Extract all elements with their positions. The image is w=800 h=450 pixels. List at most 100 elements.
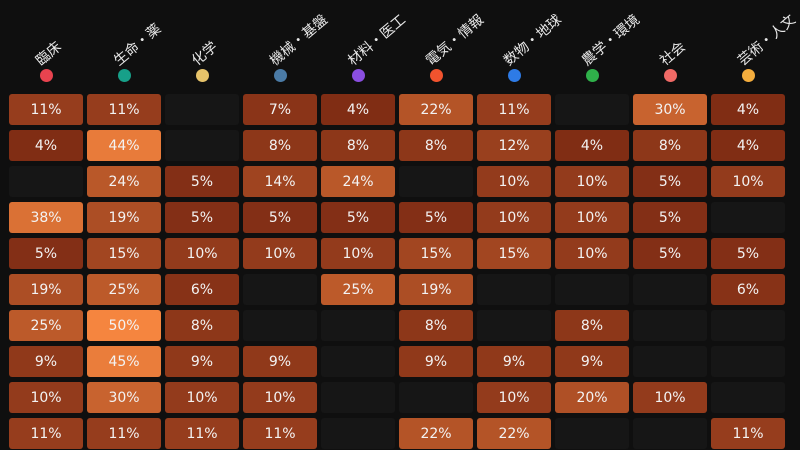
heatmap-cell: 11% bbox=[87, 94, 161, 125]
heatmap-cell: 12% bbox=[477, 130, 551, 161]
heatmap-cell: 22% bbox=[399, 418, 473, 449]
heatmap-cell: 4% bbox=[321, 94, 395, 125]
heatmap-cell: 11% bbox=[165, 418, 239, 449]
heatmap-cell: 30% bbox=[633, 94, 707, 125]
heatmap-cell: 5% bbox=[711, 238, 785, 269]
heatmap-cell bbox=[555, 418, 629, 449]
column-label: 社会 bbox=[657, 38, 689, 70]
heatmap-cell: 8% bbox=[633, 130, 707, 161]
heatmap-cell: 44% bbox=[87, 130, 161, 161]
heatmap-cell: 10% bbox=[555, 166, 629, 197]
heatmap-cell: 9% bbox=[477, 346, 551, 377]
column-label: 化学 bbox=[189, 38, 221, 70]
heatmap-cell: 5% bbox=[165, 202, 239, 233]
column-color-dot bbox=[39, 69, 53, 82]
heatmap-cell: 5% bbox=[9, 238, 83, 269]
heatmap-cell: 11% bbox=[711, 418, 785, 449]
heatmap-cell: 4% bbox=[711, 94, 785, 125]
heatmap-cell: 7% bbox=[243, 94, 317, 125]
heatmap-cell: 10% bbox=[477, 202, 551, 233]
heatmap-cell: 10% bbox=[321, 238, 395, 269]
heatmap-cell: 20% bbox=[555, 382, 629, 413]
heatmap-cell: 9% bbox=[9, 346, 83, 377]
heatmap-cell: 24% bbox=[87, 166, 161, 197]
heatmap-cell bbox=[243, 274, 317, 305]
heatmap-cell bbox=[477, 274, 551, 305]
heatmap-cell: 4% bbox=[711, 130, 785, 161]
column-color-dot bbox=[585, 69, 599, 82]
heatmap-cell: 15% bbox=[477, 238, 551, 269]
heatmap-cell bbox=[555, 274, 629, 305]
heatmap-cell bbox=[321, 310, 395, 341]
column-label: 材料・医工 bbox=[345, 11, 409, 70]
heatmap-cell: 45% bbox=[87, 346, 161, 377]
heatmap-cell: 9% bbox=[555, 346, 629, 377]
heatmap-cell: 10% bbox=[477, 166, 551, 197]
heatmap-cell: 4% bbox=[9, 130, 83, 161]
heatmap-cell: 10% bbox=[477, 382, 551, 413]
heatmap-cell: 30% bbox=[87, 382, 161, 413]
heatmap-cell: 10% bbox=[555, 202, 629, 233]
heatmap-cell: 4% bbox=[555, 130, 629, 161]
heatmap-cell: 25% bbox=[321, 274, 395, 305]
column-color-dot bbox=[663, 69, 677, 82]
heatmap-cell: 6% bbox=[711, 274, 785, 305]
heatmap-cell: 8% bbox=[555, 310, 629, 341]
heatmap-cell: 5% bbox=[633, 202, 707, 233]
heatmap-cell bbox=[633, 418, 707, 449]
heatmap-cell bbox=[633, 346, 707, 377]
heatmap-cell: 5% bbox=[321, 202, 395, 233]
heatmap-cell: 5% bbox=[633, 238, 707, 269]
heatmap-cell: 38% bbox=[9, 202, 83, 233]
heatmap-cell bbox=[399, 166, 473, 197]
column-color-dot bbox=[117, 69, 131, 82]
heatmap-cell: 9% bbox=[243, 346, 317, 377]
heatmap-cell: 8% bbox=[243, 130, 317, 161]
heatmap-cell bbox=[633, 310, 707, 341]
heatmap-cell bbox=[321, 418, 395, 449]
heatmap-cell bbox=[711, 382, 785, 413]
column-color-dot bbox=[429, 69, 443, 82]
heatmap-cell: 10% bbox=[555, 238, 629, 269]
heatmap-cell: 11% bbox=[477, 94, 551, 125]
heatmap-cell: 22% bbox=[399, 94, 473, 125]
heatmap-cell: 10% bbox=[711, 166, 785, 197]
heatmap-cell bbox=[243, 310, 317, 341]
column-label: 生命・薬 bbox=[111, 20, 165, 70]
heatmap-cell: 10% bbox=[243, 382, 317, 413]
heatmap-cell: 50% bbox=[87, 310, 161, 341]
heatmap-cell: 15% bbox=[87, 238, 161, 269]
column-label: 機械・基盤 bbox=[267, 11, 331, 70]
heatmap-cell: 10% bbox=[9, 382, 83, 413]
column-label: 芸術・人文 bbox=[735, 11, 799, 70]
heatmap-cell: 24% bbox=[321, 166, 395, 197]
heatmap-cell: 19% bbox=[87, 202, 161, 233]
heatmap-cell: 14% bbox=[243, 166, 317, 197]
column-color-dot bbox=[273, 69, 287, 82]
heatmap-cell: 5% bbox=[243, 202, 317, 233]
heatmap-cell: 10% bbox=[633, 382, 707, 413]
heatmap-cell: 11% bbox=[243, 418, 317, 449]
heatmap-cell: 11% bbox=[87, 418, 161, 449]
heatmap-cell bbox=[711, 310, 785, 341]
heatmap-cell: 25% bbox=[87, 274, 161, 305]
heatmap-cell: 9% bbox=[399, 346, 473, 377]
heatmap-cell: 8% bbox=[165, 310, 239, 341]
heatmap-cell: 19% bbox=[9, 274, 83, 305]
heatmap-cell bbox=[555, 94, 629, 125]
column-color-dot bbox=[351, 69, 365, 82]
heatmap-cell bbox=[165, 94, 239, 125]
heatmap-cell bbox=[711, 346, 785, 377]
heatmap-cell: 8% bbox=[399, 310, 473, 341]
heatmap-cell: 5% bbox=[165, 166, 239, 197]
column-label: 臨床 bbox=[33, 38, 65, 70]
heatmap-cell: 10% bbox=[243, 238, 317, 269]
heatmap-cell bbox=[711, 202, 785, 233]
heatmap-cell: 5% bbox=[633, 166, 707, 197]
heatmap-cell: 25% bbox=[9, 310, 83, 341]
column-color-dot bbox=[507, 69, 521, 82]
column-label: 電気・情報 bbox=[423, 11, 487, 70]
column-color-dot bbox=[195, 69, 209, 82]
heatmap-cell: 15% bbox=[399, 238, 473, 269]
heatmap-cell: 22% bbox=[477, 418, 551, 449]
